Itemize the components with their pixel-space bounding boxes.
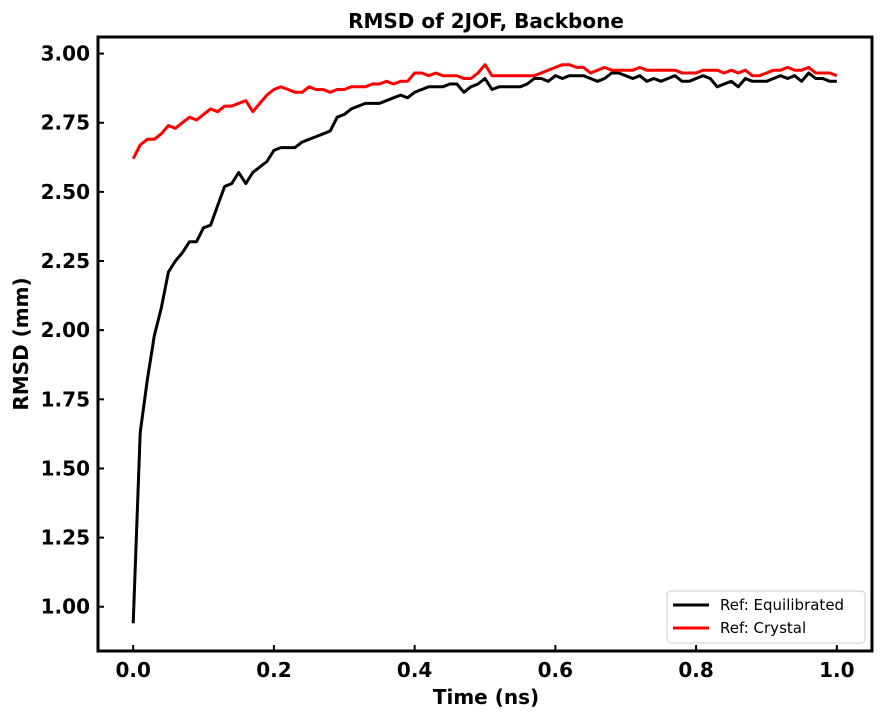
legend-label-crystal: Ref: Crystal [720,619,806,637]
y-tick-label: 2.50 [41,180,90,204]
y-tick-label: 1.25 [41,526,90,550]
x-axis-label: Time (ns) [433,685,539,709]
x-tick-label: 0.8 [678,658,713,682]
x-tick-label: 0.4 [397,658,432,682]
series-layer [131,63,838,624]
y-tick-label: 2.75 [41,111,90,135]
x-axis: 0.0 0.2 0.4 0.6 0.8 1.0 [115,645,855,682]
y-axis-label: RMSD (mm) [9,277,33,410]
series-line-crystal [131,63,838,160]
x-tick-label: 0.6 [538,658,573,682]
legend-box [666,590,866,644]
x-tick-label: 0.0 [115,658,150,682]
series-line-equilibrated [131,71,837,624]
y-tick-label: 1.00 [41,595,90,619]
y-tick-label: 1.50 [41,456,90,480]
y-tick-label: 3.00 [41,42,90,66]
x-tick-label: 1.0 [819,658,854,682]
y-tick-label: 2.25 [41,249,90,273]
y-axis: 1.00 1.25 1.50 1.75 2.00 2.25 2.50 2.75 3.00 [41,42,104,619]
x-tick-label: 0.2 [256,658,291,682]
y-tick-label: 2.00 [41,318,90,342]
legend-label-equilibrated: Ref: Equilibrated [720,596,844,614]
y-tick-label: 1.75 [41,387,90,411]
legend: Ref: Equilibrated Ref: Crystal [666,590,866,644]
plot-frame [96,35,874,653]
chart-title: RMSD of 2JOF, Backbone [348,9,624,33]
